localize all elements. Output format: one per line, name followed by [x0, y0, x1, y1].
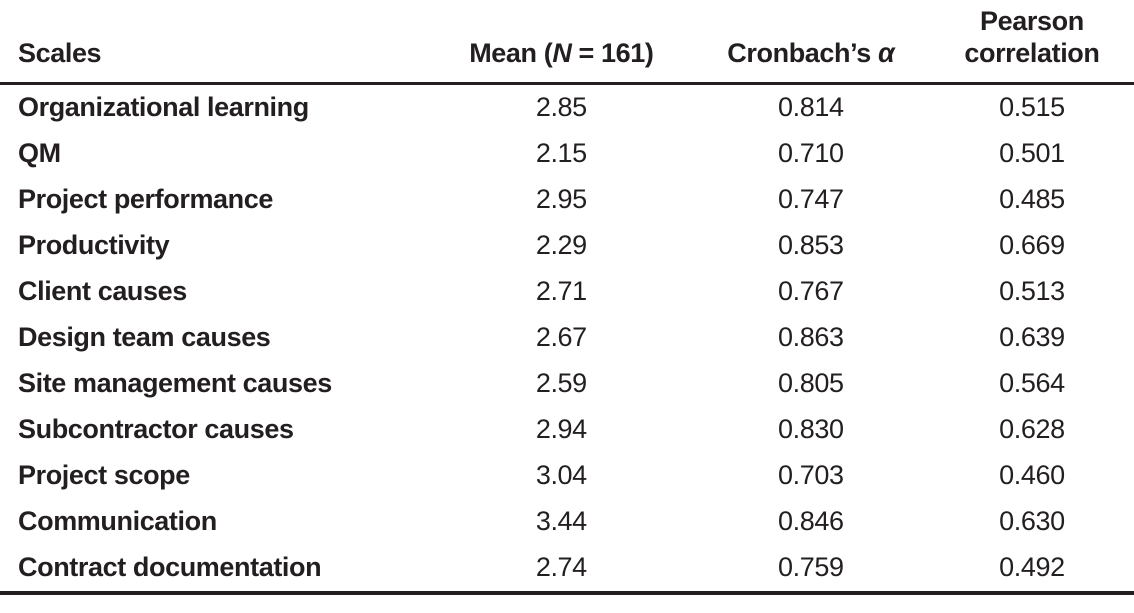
scale-label: QM — [18, 138, 61, 169]
table-row: Productivity 2.29 0.853 0.669 — [0, 223, 1134, 269]
pearson-value: 0.460 — [999, 460, 1065, 491]
alpha-value: 0.814 — [778, 92, 844, 123]
scale-label: Subcontractor causes — [18, 414, 294, 445]
cronbach-header-label: Cronbach’s α — [727, 37, 895, 68]
column-header-cronbach-alpha: Cronbach’s α — [691, 0, 930, 85]
mean-value: 2.95 — [535, 184, 587, 215]
mean-value: 2.74 — [430, 544, 692, 595]
scale-label: Communication — [18, 506, 217, 537]
table-row: Subcontractor causes 2.94 0.830 0.628 — [0, 407, 1134, 453]
alpha-value: 0.830 — [778, 414, 844, 445]
alpha-symbol: α — [877, 37, 895, 68]
alpha-value: 0.853 — [778, 230, 844, 261]
pearson-value: 0.669 — [999, 230, 1065, 261]
mean-value: 2.71 — [535, 276, 587, 307]
alpha-value: 0.703 — [778, 460, 844, 491]
pearson-header-line1: Pearson — [980, 6, 1084, 36]
pearson-value: 0.485 — [999, 184, 1065, 215]
table-row: Design team causes 2.67 0.863 0.639 — [0, 315, 1134, 361]
mean-value: 2.29 — [535, 230, 587, 261]
scale-label: Organizational learning — [18, 92, 309, 123]
alpha-value: 0.767 — [778, 276, 844, 307]
table-row: Project performance 2.95 0.747 0.485 — [0, 177, 1134, 223]
alpha-value: 0.846 — [778, 506, 844, 537]
scale-label: Project scope — [18, 460, 190, 491]
mean-value: 3.44 — [535, 506, 587, 537]
scale-label: Design team causes — [18, 322, 271, 353]
table-row: QM 2.15 0.710 0.501 — [0, 131, 1134, 177]
table-header: Scales Mean (N = 161) Cronbach’s α Pears… — [0, 0, 1134, 85]
pearson-value: 0.564 — [999, 368, 1065, 399]
scale-label: Site management causes — [18, 368, 332, 399]
pearson-value: 0.513 — [999, 276, 1065, 307]
mean-value: 2.94 — [535, 414, 587, 445]
scales-statistics-table: Scales Mean (N = 161) Cronbach’s α Pears… — [0, 0, 1134, 595]
italic-n: N — [552, 37, 572, 68]
pearson-value: 0.628 — [999, 414, 1065, 445]
table-row: Organizational learning 2.85 0.814 0.515 — [0, 83, 1134, 131]
alpha-value: 0.863 — [778, 322, 844, 353]
table-row: Client causes 2.71 0.767 0.513 — [0, 269, 1134, 315]
alpha-value: 0.759 — [691, 544, 930, 595]
scale-label: Productivity — [18, 230, 170, 261]
pearson-value: 0.492 — [929, 544, 1134, 595]
scale-label: Contract documentation — [0, 544, 431, 595]
alpha-value: 0.710 — [778, 138, 844, 169]
column-header-mean: Mean (N = 161) — [430, 0, 692, 85]
table-row: Communication 3.44 0.846 0.630 — [0, 499, 1134, 545]
column-header-scales: Scales — [0, 0, 431, 85]
column-header-pearson-correlation: Pearson correlation — [929, 0, 1134, 85]
alpha-value: 0.805 — [778, 368, 844, 399]
table-body: Organizational learning 2.85 0.814 0.515… — [0, 83, 1134, 595]
scales-header-label: Scales — [18, 37, 102, 68]
table-row: Contract documentation 2.74 0.759 0.492 — [0, 544, 1134, 595]
mean-header-label: Mean (N = 161) — [469, 37, 654, 68]
table-row: Site management causes 2.59 0.805 0.564 — [0, 361, 1134, 407]
header-row: Scales Mean (N = 161) Cronbach’s α Pears… — [0, 0, 1134, 85]
mean-value: 2.67 — [535, 322, 587, 353]
mean-value: 2.85 — [535, 92, 587, 123]
table-row: Project scope 3.04 0.703 0.460 — [0, 453, 1134, 499]
alpha-value: 0.747 — [778, 184, 844, 215]
scale-label: Client causes — [18, 276, 187, 307]
mean-value: 2.15 — [535, 138, 587, 169]
pearson-value: 0.501 — [999, 138, 1065, 169]
pearson-value: 0.515 — [999, 92, 1065, 123]
scale-label: Project performance — [18, 184, 273, 215]
pearson-value: 0.639 — [999, 322, 1065, 353]
mean-value: 3.04 — [535, 460, 587, 491]
pearson-value: 0.630 — [999, 506, 1065, 537]
pearson-header-line2: correlation — [964, 37, 1100, 68]
mean-value: 2.59 — [535, 368, 587, 399]
